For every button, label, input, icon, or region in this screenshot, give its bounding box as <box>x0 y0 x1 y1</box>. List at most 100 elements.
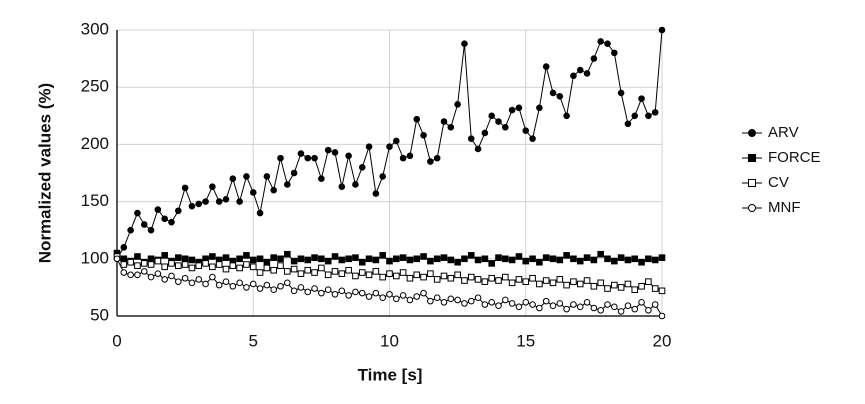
marker <box>467 135 475 142</box>
marker <box>358 163 366 171</box>
marker <box>338 287 346 295</box>
marker <box>263 281 271 289</box>
legend-marker <box>748 154 756 162</box>
marker <box>297 284 305 291</box>
marker <box>270 254 277 261</box>
marker <box>168 260 175 267</box>
y-tick-label: 250 <box>81 77 109 96</box>
marker <box>284 279 291 287</box>
marker <box>358 258 366 266</box>
marker <box>222 196 230 203</box>
marker <box>324 286 332 293</box>
marker <box>161 252 168 259</box>
marker <box>638 282 645 290</box>
marker <box>604 255 611 263</box>
marker <box>243 252 250 259</box>
marker <box>611 303 618 311</box>
marker <box>536 258 543 266</box>
marker <box>256 285 264 292</box>
marker <box>324 257 332 265</box>
marker <box>338 183 346 191</box>
marker <box>488 112 495 120</box>
marker <box>536 280 543 288</box>
marker <box>549 89 557 97</box>
marker <box>570 72 577 80</box>
marker <box>134 262 141 269</box>
marker <box>215 261 223 268</box>
marker <box>161 215 168 223</box>
marker <box>604 40 611 48</box>
marker <box>515 253 523 260</box>
marker <box>549 302 557 310</box>
marker <box>502 273 509 281</box>
marker <box>658 287 666 295</box>
marker <box>236 255 243 263</box>
marker <box>249 189 257 196</box>
marker <box>590 304 598 312</box>
marker <box>461 277 468 284</box>
marker <box>372 268 380 275</box>
marker <box>256 255 264 263</box>
marker <box>529 274 536 282</box>
marker <box>304 256 312 264</box>
marker <box>617 254 625 261</box>
marker <box>290 257 298 265</box>
y-axis-title: Normalized values (%) <box>35 83 54 263</box>
marker <box>270 266 277 274</box>
marker <box>154 206 162 213</box>
marker <box>590 282 598 290</box>
marker <box>195 262 203 269</box>
marker <box>563 305 570 313</box>
y-tick-label: 50 <box>90 305 109 324</box>
marker <box>175 254 182 261</box>
marker <box>147 255 155 263</box>
marker <box>420 273 427 281</box>
marker <box>440 118 448 125</box>
marker <box>413 293 421 300</box>
marker <box>406 274 414 282</box>
legend-label: FORCE <box>768 149 821 166</box>
marker <box>304 266 312 274</box>
marker <box>563 112 570 120</box>
marker <box>399 254 407 261</box>
marker <box>488 274 495 282</box>
marker <box>502 123 509 131</box>
marker <box>481 301 489 308</box>
marker <box>611 49 618 57</box>
marker <box>651 301 659 308</box>
marker <box>617 284 625 291</box>
marker <box>284 181 291 188</box>
marker <box>631 255 639 263</box>
marker <box>420 289 427 297</box>
marker <box>536 104 543 112</box>
marker <box>495 302 502 310</box>
marker <box>515 104 523 112</box>
marker <box>393 272 400 280</box>
marker <box>645 112 652 120</box>
marker <box>229 282 237 290</box>
marker <box>433 294 441 301</box>
marker <box>372 289 380 297</box>
marker <box>243 284 250 291</box>
marker <box>638 298 645 306</box>
legend-label: MNF <box>768 199 801 216</box>
marker <box>481 255 489 263</box>
marker <box>597 38 604 45</box>
marker <box>195 200 203 208</box>
marker <box>658 254 666 261</box>
marker <box>576 66 584 74</box>
marker <box>645 278 652 285</box>
marker <box>597 306 604 314</box>
marker <box>209 183 216 191</box>
marker <box>542 277 550 284</box>
marker <box>522 298 530 306</box>
marker <box>318 264 325 272</box>
marker <box>304 288 312 296</box>
marker <box>290 169 298 177</box>
marker <box>495 277 502 284</box>
marker <box>461 255 468 263</box>
marker <box>134 271 141 279</box>
y-tick-label: 100 <box>81 248 109 267</box>
marker <box>427 158 434 165</box>
